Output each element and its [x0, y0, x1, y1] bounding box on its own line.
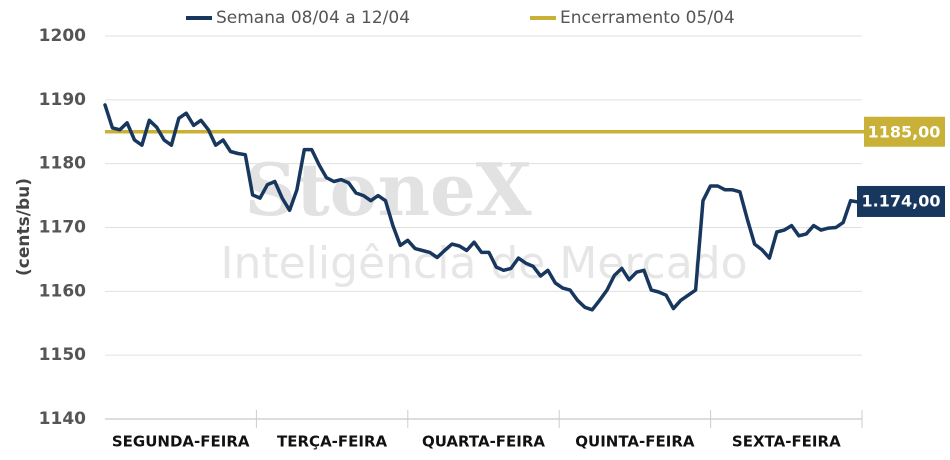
x-tick-label: QUARTA-FEIRA: [422, 433, 545, 451]
y-tick-label: 1160: [39, 281, 86, 301]
y-tick-label: 1150: [39, 345, 86, 365]
end-label: 1185,00: [868, 122, 941, 141]
end-label-box: [857, 185, 945, 217]
watermark-subtitle: Inteligência de Mercado: [220, 238, 747, 289]
legend-label: Encerramento 05/04: [560, 8, 735, 28]
watermark-brand: StoneX: [244, 147, 531, 232]
y-tick-label: 1140: [39, 409, 86, 429]
y-tick-label: 1190: [39, 90, 86, 110]
y-axis-title: (cents/bu): [14, 178, 34, 276]
price-line: [103, 103, 860, 312]
y-tick-label: 1200: [39, 26, 86, 46]
x-tick-label: SEGUNDA-FEIRA: [112, 433, 250, 451]
y-tick-label: 1180: [39, 154, 86, 174]
legend-label: Semana 08/04 a 12/04: [216, 8, 410, 28]
end-label-box: [864, 116, 945, 147]
end-label: 1.174,00: [862, 191, 941, 210]
x-tick-label: TERÇA-FEIRA: [277, 433, 387, 451]
x-tick-label: SEXTA-FEIRA: [732, 433, 841, 451]
x-tick-label: QUINTA-FEIRA: [575, 433, 695, 451]
y-tick-label: 1170: [39, 218, 86, 238]
